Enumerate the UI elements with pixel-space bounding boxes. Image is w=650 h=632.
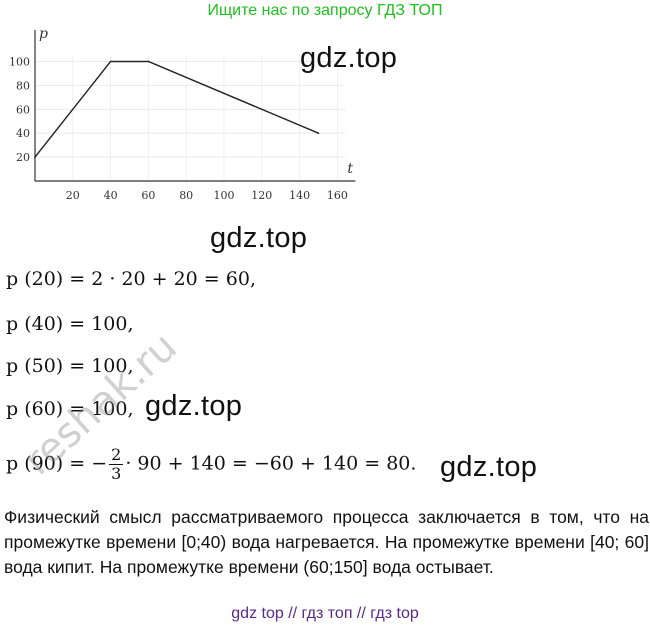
x-axis-label: t (347, 161, 353, 177)
y-tick-label: 60 (16, 103, 30, 116)
equation-5: p (90) = −2 3 · 90 + 140 = −60 + 140 = 80. (6, 446, 416, 483)
series-line (34, 60, 319, 158)
x-tick-label: 120 (251, 189, 272, 202)
equation-4: p (60) = 100, (6, 398, 134, 420)
equation-1: p (20) = 2 · 20 + 20 = 60, (6, 268, 256, 290)
footer-links: gdz top // гдз топ // гдз top (231, 605, 419, 622)
y-tick-label: 100 (9, 56, 30, 69)
data-point (109, 60, 112, 63)
x-tick-label: 20 (66, 189, 80, 202)
equation-2: p (40) = 100, (6, 313, 134, 335)
y-tick-label: 40 (16, 127, 30, 140)
y-tick-label: 20 (16, 151, 30, 164)
equation-5-suffix: · 90 + 140 = −60 + 140 = 80. (125, 452, 417, 475)
y-axis-label: p (39, 26, 48, 42)
chart: 20 40 60 80 100 120 140 160 20 40 60 80 100 t p (9, 26, 356, 202)
data-point (147, 60, 150, 63)
x-tick-label: 140 (289, 189, 310, 202)
watermark-1: gdz.top (300, 42, 398, 74)
x-tick-label: 80 (179, 189, 193, 202)
watermark-2: gdz.top (210, 222, 308, 254)
explanation-paragraph: Физический смысл рассматриваемого процес… (4, 507, 649, 577)
equation-3: p (50) = 100, (6, 355, 134, 377)
x-tick-label: 100 (214, 189, 235, 202)
data-point (317, 132, 320, 134)
x-tick-label: 40 (104, 189, 118, 202)
fraction-denominator: 3 (111, 464, 122, 483)
x-tick-label: 160 (327, 189, 348, 202)
data-point (34, 156, 36, 158)
fraction-numerator: 2 (109, 445, 124, 465)
y-tick-label: 80 (16, 79, 30, 92)
watermark-3: gdz.top (145, 390, 243, 422)
x-tick-label: 60 (141, 189, 155, 202)
watermark-4: gdz.top (440, 451, 538, 483)
banner-text: Ищите нас по запросу ГДЗ ТОП (207, 2, 443, 19)
equation-5-prefix: p (90) = − (6, 452, 108, 475)
